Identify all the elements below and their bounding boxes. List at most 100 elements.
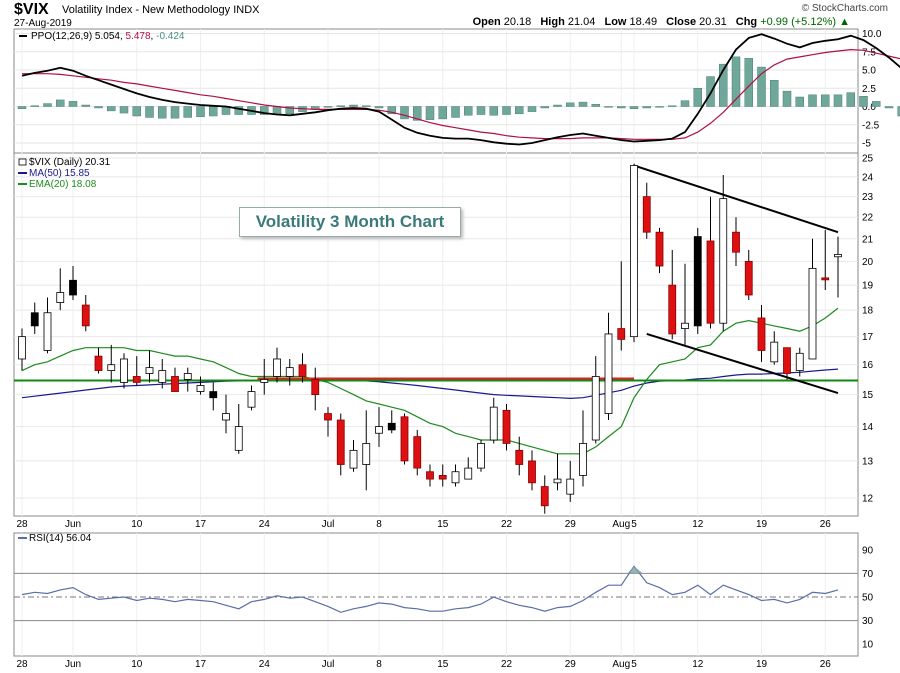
ppo-histogram-bar [884,106,894,109]
ppo-histogram-bar [489,106,498,116]
candle-body [464,467,473,480]
ppo-line [21,33,900,146]
ppo-histogram-bar [731,56,741,107]
ppo-histogram-bar [209,106,218,117]
ppo-histogram-bar [158,106,167,119]
price-x-tick-label: 12 [692,519,704,530]
price-x-tick-label: 10 [131,519,143,530]
price-x-tick-label: 26 [820,519,832,530]
chg-arrow-icon: ▲ [839,16,850,28]
ppo-histogram-bar [821,94,830,107]
ppo-histogram-bar [387,106,396,115]
ohlc-readout: Open 20.18 High 21.04 Low 18.49 Close 20… [473,16,850,28]
candle-body [56,292,65,303]
ema20-line [21,307,839,455]
price-x-tick-label: 5 [631,519,637,530]
rsi-frame [13,532,859,657]
rsi-x-tick-label: 12 [692,659,704,670]
candle-body [349,449,358,469]
ppo-histogram-bar [795,96,804,107]
candle-body [107,364,116,371]
ppo-legend-label: PPO(12,26,9) [31,31,95,42]
ppo-histogram-bar [719,63,728,107]
ppo-histogram-bar [693,88,702,107]
candle-body [69,279,77,296]
rsi-x-tick-label: 19 [756,659,768,670]
ppo-histogram-bar [132,106,141,117]
candle-body [451,471,460,484]
candle-body [489,406,498,441]
ppo-histogram-bar [604,106,613,108]
ppo-histogram-bar [43,103,52,107]
price-x-tick-label: 15 [437,519,449,530]
ppo-histogram-bar [196,106,205,117]
candle-body [94,355,103,371]
candle-body [757,317,766,351]
candle-body [209,391,218,399]
rsi-tick-label: 70 [862,569,874,580]
price-tick-label: 21 [862,234,874,245]
price-tick-label: 25 [862,154,874,165]
rsi-x-tick-label: Aug [612,659,630,670]
ppo-histogram-bar [629,106,639,109]
brand-watermark: © StockCharts.com [801,3,888,14]
candle-body [566,478,575,495]
rsi-tick-label: 30 [862,616,874,627]
candle-body [642,196,651,233]
ppo-histogram-bar [744,58,753,107]
price-tick-label: 12 [862,494,874,505]
candle-body [273,358,281,377]
ppo-histogram-bar [362,105,371,107]
candle-body [324,413,332,421]
rsi-tick-label: 50 [862,593,874,604]
close-label: Close [666,16,697,28]
ppo-histogram-bar [540,106,549,109]
candle-body [247,391,256,408]
price-tick-label: 14 [862,422,874,433]
rsi-tick-label: 10 [862,640,874,651]
ppo-histogram-bar [846,92,855,107]
price-x-tick-label: 22 [501,519,513,530]
rsi-x-tick-label: 24 [259,659,271,670]
candle-body [158,370,167,383]
price-x-tick-label: 19 [756,519,768,530]
candle-body [604,333,613,414]
ppo-histogram-bar [183,106,192,118]
ppo-tick-label: -2.5 [862,120,880,131]
candle-body [171,376,179,392]
price-x-tick-label: Jun [65,519,81,530]
candle-body [719,198,728,324]
price-tick-label: 24 [862,172,874,183]
ppo-legend: PPO(12,26,9) 5.054, 5.478, -0.424 [31,31,185,42]
candle-body [400,416,409,462]
ppo-histogram-bar [617,106,626,109]
ppo-histogram-bar [553,104,562,107]
ppo-histogram-bar [591,104,600,107]
ppo-legend-hist-value: -0.424 [156,31,185,42]
chart-annotation-box: Volatility 3 Month Chart [239,207,461,237]
price-legend: $VIX (Daily) 20.31 [29,157,111,168]
candle-body [222,413,230,421]
ppo-histogram-bar [680,100,690,107]
price-tick-label: 23 [862,192,874,203]
ppo-histogram-bar [17,106,27,109]
wedge-lower-trendline [646,332,839,395]
price-tick-label: 16 [862,360,874,371]
candle-body [387,422,396,431]
ppo-histogram-bar [655,106,664,108]
ppo-histogram-bar [476,106,486,115]
candle-body [706,240,715,324]
ppo-histogram-bar [578,101,588,107]
ppo-legend-sep: , [151,31,157,42]
candle-body [744,260,753,296]
rsi-x-tick-label: 5 [631,659,637,670]
ppo-histogram-bar [68,101,78,107]
candle-body [426,471,434,480]
rsi-x-tick-label: 15 [437,659,449,670]
chg-label: Chg [735,16,758,28]
candle-body [834,254,842,258]
candle-body [783,347,791,374]
low-label: Low [604,16,627,28]
ppo-histogram-bar [145,106,154,118]
ppo-histogram-bar [757,66,766,107]
